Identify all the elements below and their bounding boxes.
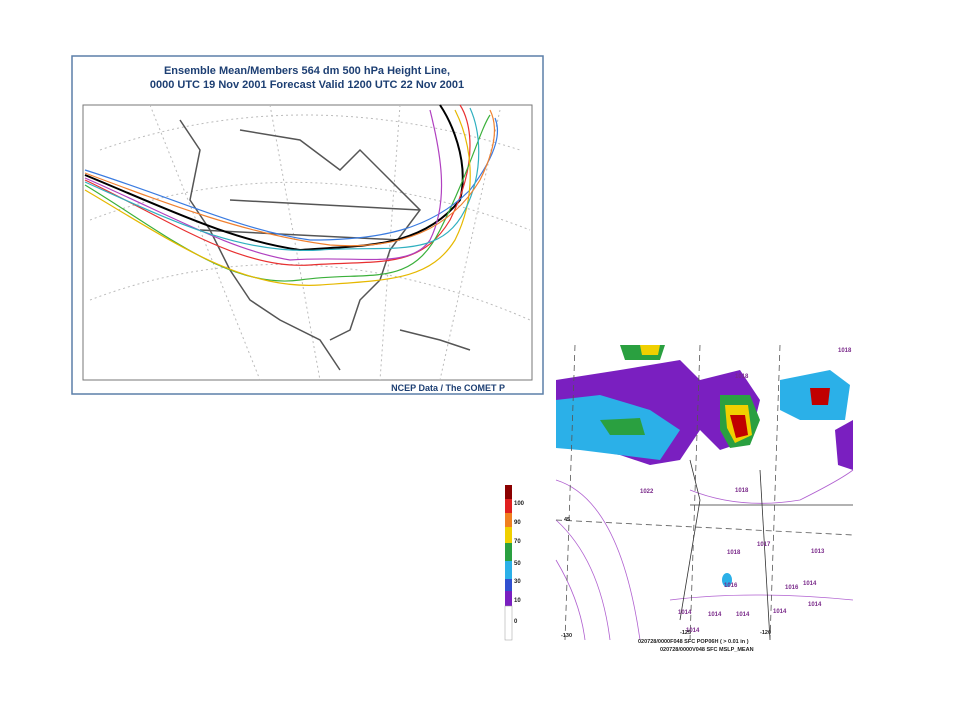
isobar-label: 1014: [686, 628, 700, 634]
lon-label: -120: [760, 630, 771, 636]
map-title: 0000 UTC 19 Nov 2001 Forecast Valid 1200…: [150, 79, 464, 91]
precip-map: 1018 1018 1022 1018 1018 1017 1013 1016 1014 1016…: [555, 344, 854, 653]
borders: [679, 459, 853, 641]
isobar-label: 1014: [736, 612, 750, 618]
isobars: [555, 469, 854, 641]
colorbar-label: 100: [514, 501, 525, 507]
isobar-label: 1018: [727, 550, 741, 556]
lat-label: 45: [564, 517, 570, 523]
graticule: [555, 344, 854, 641]
isobar-label: 1014: [773, 609, 787, 615]
lon-label: -125: [680, 630, 691, 636]
map-title: Ensemble Mean/Members 564 dm 500 hPa Hei…: [164, 65, 450, 77]
isobar-label: 1022: [640, 489, 654, 495]
caption: 020728/0000F048 SFC POP06H ( > 0.01 in ): [638, 639, 749, 645]
isobar-label: 1016: [724, 583, 738, 589]
isobar-label: 1014: [803, 581, 817, 587]
height-lines: [84, 104, 499, 286]
isobar-label: 1018: [735, 488, 749, 494]
ensemble-map: Ensemble Mean/Members 564 dm 500 hPa Hei…: [71, 55, 544, 395]
isobar-label: 1014: [678, 610, 692, 616]
colorbar-label: 10: [514, 598, 521, 604]
isobar-label: 1016: [785, 585, 799, 591]
colorbar-label: 50: [514, 561, 521, 567]
caption: 020728/0000V048 SFC MSLP_MEAN: [660, 647, 754, 653]
colorbar-label: 0: [514, 619, 518, 625]
lon-label: -130: [561, 633, 572, 639]
precip-fill: [556, 345, 853, 587]
colorbar-label: 70: [514, 539, 521, 545]
isobar-label: 1013: [811, 549, 825, 555]
isobar-label: 1017: [757, 542, 771, 548]
isobar-label: 1018: [735, 374, 749, 380]
colorbar-label: 90: [514, 520, 521, 526]
isobar-label: 1014: [808, 602, 822, 608]
colorbar-label: 30: [514, 579, 521, 585]
credit: NCEP Data / The COMET P: [391, 383, 505, 393]
isobar-label: 1018: [838, 348, 852, 354]
isobar-label: 1014: [708, 612, 722, 618]
